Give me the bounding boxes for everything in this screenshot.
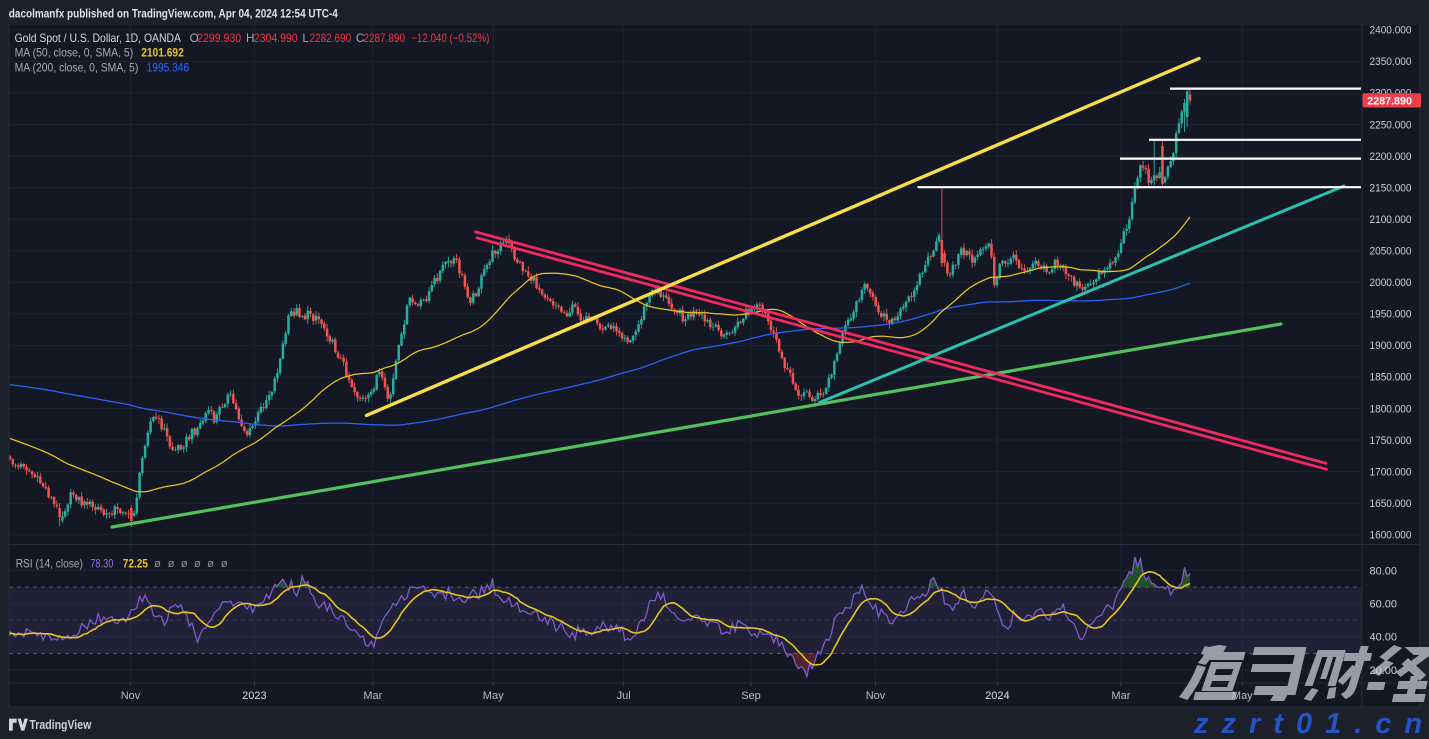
svg-text:RSI (14, close): RSI (14, close) xyxy=(16,558,83,571)
svg-text:2287.890: 2287.890 xyxy=(363,32,405,45)
svg-text:2299.930: 2299.930 xyxy=(197,32,241,45)
svg-text:1950.000: 1950.000 xyxy=(1370,309,1412,321)
svg-text:MA (50, close, 0, SMA, 5): MA (50, close, 0, SMA, 5) xyxy=(15,46,134,59)
svg-text:Mar: Mar xyxy=(363,690,382,702)
svg-text:zzrt01.cn: zzrt01.cn xyxy=(1193,708,1429,739)
svg-text:Gold Spot / U.S. Dollar, 1D, O: Gold Spot / U.S. Dollar, 1D, OANDA xyxy=(15,32,181,45)
svg-text:2287.890: 2287.890 xyxy=(1367,95,1412,107)
svg-text:L: L xyxy=(302,32,309,45)
svg-text:2024: 2024 xyxy=(985,690,1009,702)
svg-text:Jul: Jul xyxy=(617,690,631,702)
svg-text:O: O xyxy=(190,32,199,45)
svg-text:ø: ø xyxy=(221,558,228,570)
svg-text:2200.000: 2200.000 xyxy=(1370,151,1412,163)
svg-text:20.00: 20.00 xyxy=(1370,665,1398,677)
svg-text:1995.346: 1995.346 xyxy=(147,61,190,74)
svg-text:Nov: Nov xyxy=(866,690,886,702)
svg-text:72.25: 72.25 xyxy=(123,558,149,571)
svg-text:2100.000: 2100.000 xyxy=(1370,214,1412,226)
svg-text:2101.692: 2101.692 xyxy=(141,46,184,59)
svg-text:80.00: 80.00 xyxy=(1370,565,1398,577)
svg-text:78.30: 78.30 xyxy=(90,558,113,571)
svg-text:2400.000: 2400.000 xyxy=(1370,25,1412,37)
svg-text:2250.000: 2250.000 xyxy=(1370,119,1412,131)
svg-text:H: H xyxy=(246,32,254,45)
svg-text:2023: 2023 xyxy=(242,690,266,702)
svg-text:1850.000: 1850.000 xyxy=(1370,372,1412,384)
svg-text:TradingView: TradingView xyxy=(29,717,92,732)
svg-text:2282.690: 2282.690 xyxy=(310,32,352,45)
svg-text:dacolmanfx published on Tradin: dacolmanfx published on TradingView.com,… xyxy=(9,6,338,20)
svg-text:Mar: Mar xyxy=(1111,690,1130,702)
svg-text:ø: ø xyxy=(207,558,214,570)
svg-text:40.00: 40.00 xyxy=(1370,632,1398,644)
svg-text:2304.990: 2304.990 xyxy=(254,32,298,45)
svg-text:60.00: 60.00 xyxy=(1370,599,1398,611)
svg-text:2000.000: 2000.000 xyxy=(1370,277,1412,289)
svg-text:1900.000: 1900.000 xyxy=(1370,340,1412,352)
svg-text:ø: ø xyxy=(181,558,188,570)
svg-text:ø: ø xyxy=(194,558,201,570)
svg-text:1650.000: 1650.000 xyxy=(1370,498,1412,510)
svg-text:ø: ø xyxy=(168,558,175,570)
svg-text:1600.000: 1600.000 xyxy=(1370,530,1412,542)
svg-text:1700.000: 1700.000 xyxy=(1370,466,1412,478)
svg-text:Nov: Nov xyxy=(121,690,141,702)
svg-text:2050.000: 2050.000 xyxy=(1370,246,1412,258)
svg-text:MA (200, close, 0, SMA, 5): MA (200, close, 0, SMA, 5) xyxy=(15,61,139,74)
svg-text:May: May xyxy=(483,690,504,702)
svg-text:C: C xyxy=(356,32,364,45)
svg-text:−12.040 (−0.52%): −12.040 (−0.52%) xyxy=(411,32,489,45)
svg-text:1750.000: 1750.000 xyxy=(1370,435,1412,447)
svg-text:2350.000: 2350.000 xyxy=(1370,56,1412,68)
svg-text:May: May xyxy=(1232,690,1253,702)
svg-text:Sep: Sep xyxy=(741,690,761,702)
svg-text:ø: ø xyxy=(154,558,161,570)
svg-text:1800.000: 1800.000 xyxy=(1370,403,1412,415)
svg-text:2150.000: 2150.000 xyxy=(1370,182,1412,194)
